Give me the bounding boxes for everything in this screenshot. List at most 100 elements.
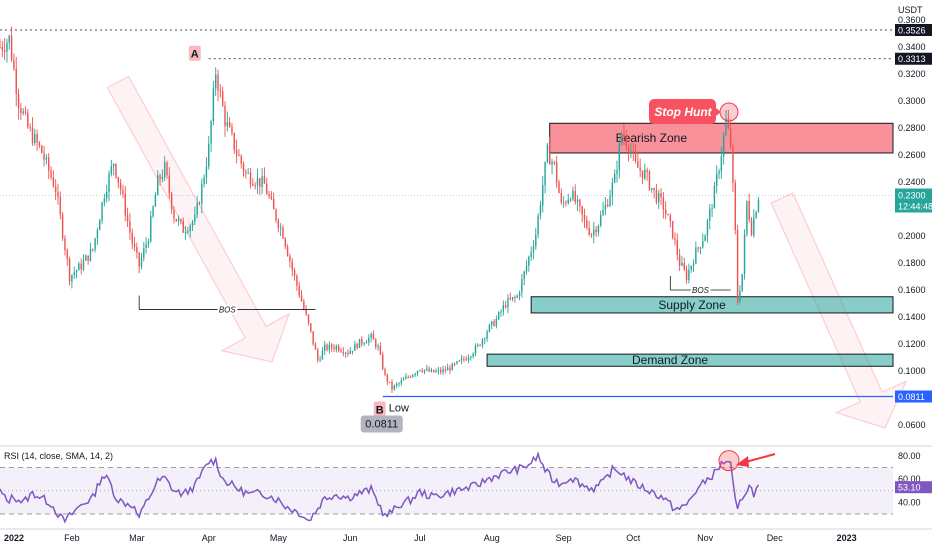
candle-body <box>507 298 509 308</box>
candle-body <box>600 215 602 226</box>
candle-body <box>560 192 563 203</box>
candle-body <box>569 199 572 201</box>
background-layer <box>0 29 932 530</box>
candle-body <box>664 209 667 215</box>
candle-body <box>381 354 384 369</box>
candle-body <box>757 199 760 213</box>
candle-body <box>59 196 62 215</box>
candle-body <box>159 175 161 180</box>
candle-body <box>479 344 481 346</box>
supply-zone-label: Supply Zone <box>658 298 726 312</box>
candle-body <box>286 246 289 256</box>
candle-body <box>217 74 219 91</box>
candle-body <box>646 169 648 172</box>
candle-body <box>168 175 171 194</box>
price-tick-label: 0.2600 <box>898 150 926 160</box>
candle-body <box>182 220 184 233</box>
candle-body <box>356 343 358 349</box>
time-tick-label: May <box>270 533 288 543</box>
candle-body <box>75 270 78 273</box>
candle-body <box>307 314 310 324</box>
rsi-value-text: 53.10 <box>898 483 921 493</box>
candle-body <box>521 279 523 293</box>
candle-body <box>82 260 85 270</box>
candle-body <box>439 369 442 373</box>
candle-body <box>298 285 300 296</box>
candle-body <box>122 189 124 194</box>
candle-body <box>407 376 409 378</box>
candle-body <box>702 241 704 248</box>
candle-body <box>312 331 314 344</box>
candle-body <box>539 205 542 216</box>
candle-body <box>748 201 750 220</box>
candle-body <box>697 247 699 249</box>
candle-body <box>400 380 402 384</box>
candle-body <box>140 257 143 267</box>
low-label: Low <box>389 403 409 415</box>
candle-body <box>743 234 746 274</box>
candle-body <box>725 118 727 135</box>
candle-body <box>89 248 92 261</box>
candle-body <box>416 370 419 374</box>
candle-body <box>321 350 324 360</box>
candle-body <box>351 350 354 352</box>
candle-body <box>716 174 718 187</box>
candle-body <box>722 134 725 157</box>
candle-body <box>718 171 720 175</box>
price-tick-label: 0.1600 <box>898 285 926 295</box>
point-b-badge <box>373 401 386 417</box>
candle-body <box>746 201 748 235</box>
price-tick-label: 0.3400 <box>898 42 926 52</box>
candle-body <box>272 198 275 210</box>
candle-body <box>36 133 38 143</box>
candle-body <box>690 265 692 270</box>
candle-body <box>750 219 753 236</box>
point-b-label: B <box>376 405 384 417</box>
candle-body <box>393 385 396 390</box>
candle-body <box>205 166 208 178</box>
candle-body <box>453 363 456 365</box>
candle-body <box>606 204 609 207</box>
candle-body <box>500 311 502 313</box>
candle-body <box>214 74 217 89</box>
candle-body <box>370 333 372 338</box>
candle-body <box>525 265 528 272</box>
candle-body <box>398 383 400 385</box>
candle-body <box>314 343 317 350</box>
candle-body <box>699 247 702 249</box>
candle-body <box>68 259 71 282</box>
candle-body <box>57 192 59 197</box>
candle-body <box>349 350 351 354</box>
candle-body <box>430 369 433 372</box>
stop-hunt-text: Stop Hunt <box>654 105 712 119</box>
candle-body <box>386 374 389 382</box>
candle-body <box>138 252 140 267</box>
candle-body <box>270 196 273 199</box>
candle-body <box>734 182 736 231</box>
candle-body <box>173 209 175 220</box>
supply-zone-rect <box>530 296 894 314</box>
rsi-tick-label: 60.00 <box>898 474 921 484</box>
candle-body <box>296 275 298 286</box>
candle-body <box>558 182 560 193</box>
candle-body <box>384 368 386 375</box>
candle-body <box>736 230 739 303</box>
candle-body <box>727 118 730 129</box>
time-tick-label: 2023 <box>837 533 857 543</box>
time-tick-label: Mar <box>129 533 145 543</box>
candle-body <box>653 187 655 191</box>
candle-body <box>484 338 486 340</box>
price-tick-label: 0.1400 <box>898 312 926 322</box>
candle-body <box>319 359 321 361</box>
candle-body <box>152 206 154 217</box>
candle-body <box>375 339 377 348</box>
candle-body <box>514 297 516 299</box>
candle-body <box>555 161 558 183</box>
candle-body <box>282 227 284 239</box>
stop-hunt-pointer <box>715 108 721 117</box>
candle-body <box>219 90 222 92</box>
candle-body <box>613 173 616 183</box>
candle-body <box>117 177 120 183</box>
